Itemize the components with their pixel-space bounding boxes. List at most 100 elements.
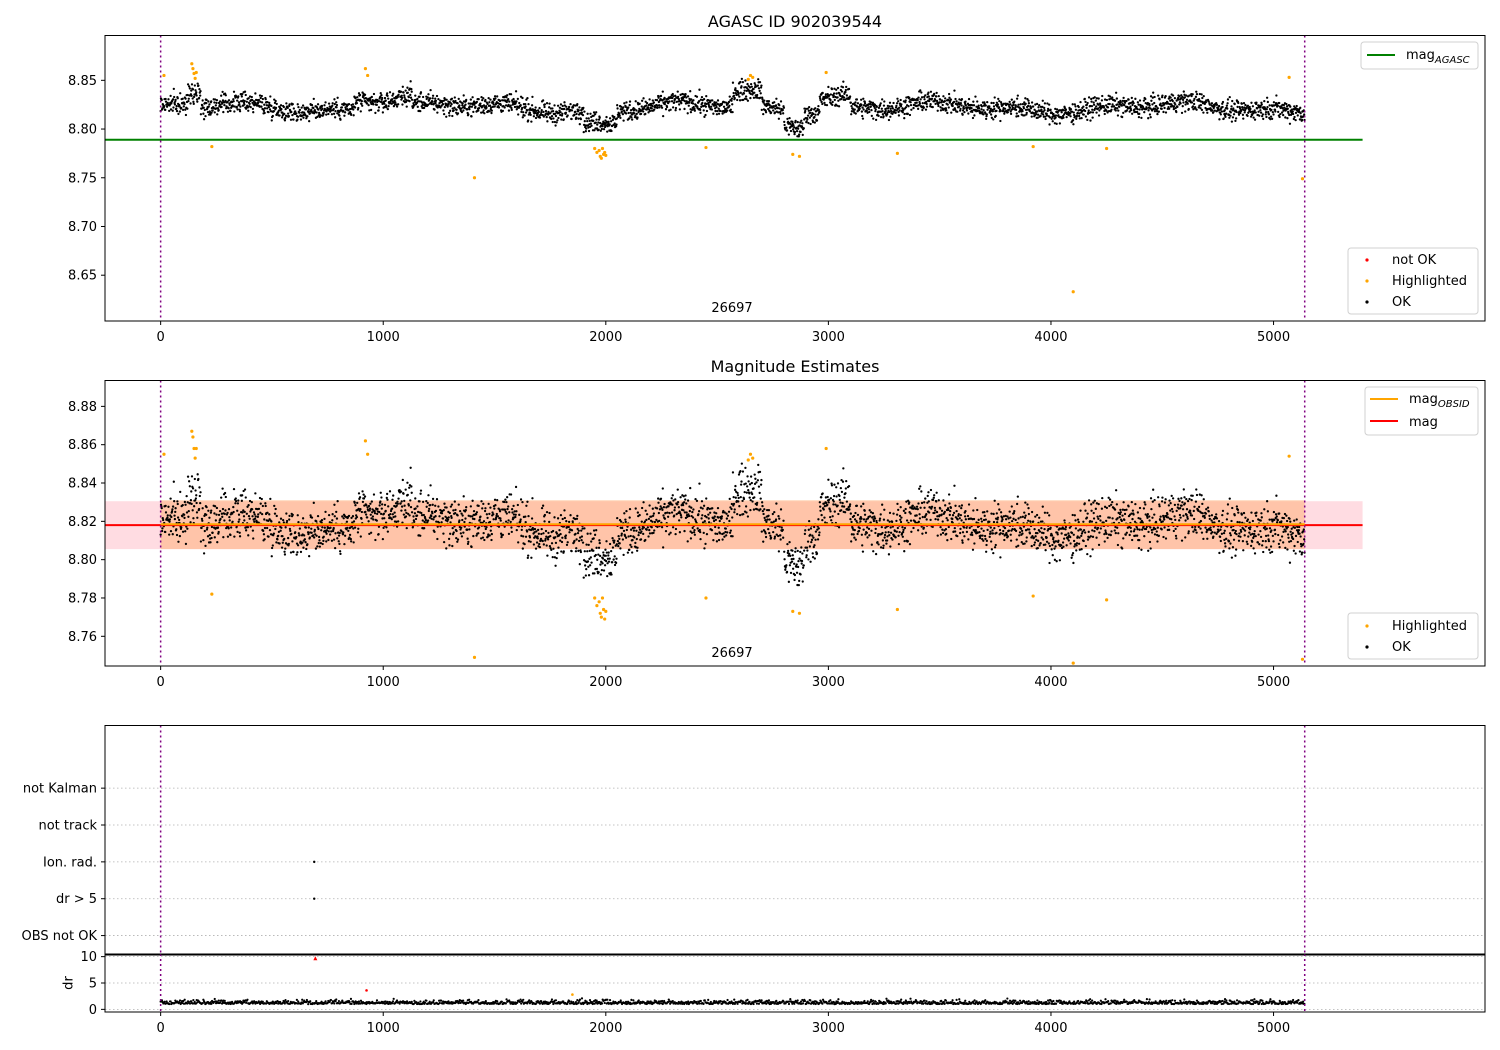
ok-point — [455, 529, 458, 533]
ok-point — [307, 532, 310, 536]
ok-point — [237, 101, 241, 104]
ok-point — [711, 99, 714, 102]
ok-point — [1106, 106, 1110, 109]
ok-point — [577, 109, 580, 112]
ok-point — [570, 117, 573, 121]
ok-point — [1151, 103, 1154, 106]
ok-point — [466, 537, 469, 540]
ok-point — [484, 98, 487, 102]
ok-point — [1121, 102, 1124, 105]
agasc-magnitude-panel: AGASC ID 902039544 26697 0 1000 2000 3000 40… — [68, 12, 1486, 345]
ok-point — [1155, 105, 1158, 108]
ok-point — [1199, 103, 1203, 107]
ok-point — [449, 109, 452, 112]
ok-point — [1182, 90, 1185, 93]
ok-point — [184, 108, 187, 111]
ok-point — [736, 494, 740, 497]
ok-point — [909, 103, 913, 107]
ok-point — [912, 106, 915, 110]
ok-point — [737, 496, 740, 500]
ok-point — [595, 567, 599, 571]
ok-point — [1299, 112, 1302, 115]
ok-point — [510, 508, 514, 511]
ok-point — [1069, 107, 1073, 111]
ok-point — [1048, 123, 1051, 126]
ok-point — [899, 105, 903, 108]
ok-point — [1181, 95, 1184, 99]
ok-point — [354, 504, 357, 507]
ok-point — [1054, 116, 1057, 119]
ok-point — [789, 122, 792, 126]
ok-point — [219, 517, 222, 521]
ok-point — [1070, 110, 1074, 113]
ok-point — [334, 110, 337, 113]
ok-point — [705, 533, 709, 536]
ok-point — [601, 557, 605, 560]
ok-point — [262, 533, 266, 536]
ok-point — [1187, 107, 1190, 111]
ok-point — [409, 93, 412, 97]
ok-point — [1008, 100, 1011, 103]
ok-point — [637, 533, 640, 537]
ok-point — [494, 504, 497, 507]
ok-point — [989, 109, 992, 112]
ok-point — [686, 515, 689, 518]
ok-point — [1286, 107, 1289, 110]
ok-point — [562, 118, 565, 121]
ok-point — [477, 526, 481, 529]
ok-point — [657, 94, 660, 98]
ok-point — [429, 97, 432, 100]
ok-point — [729, 108, 732, 111]
ok-point — [377, 106, 381, 109]
ok-point — [279, 104, 283, 107]
ok-point — [757, 87, 761, 90]
ok-point — [598, 541, 601, 545]
ok-point — [608, 123, 611, 126]
ok-point — [234, 497, 237, 500]
ok-point — [880, 107, 883, 110]
ok-point — [224, 495, 227, 499]
ok-point — [1171, 99, 1174, 103]
ok-point — [221, 102, 224, 105]
ok-point — [1161, 94, 1164, 97]
ok-point — [751, 500, 754, 503]
ok-point — [455, 108, 458, 111]
ok-point — [1027, 102, 1031, 105]
ok-point — [728, 104, 731, 107]
ok-point — [675, 513, 678, 516]
ok-point — [1045, 114, 1049, 117]
ok-point — [998, 99, 1001, 103]
ok-point — [1061, 114, 1065, 118]
ok-point — [567, 105, 571, 109]
ok-point — [1148, 104, 1151, 107]
ok-point — [420, 511, 423, 515]
ok-point — [431, 100, 434, 103]
ok-point — [385, 496, 388, 500]
ok-point — [723, 535, 726, 538]
ok-point — [1017, 114, 1020, 118]
ok-point — [368, 509, 371, 512]
ok-point — [288, 514, 291, 518]
ok-point — [553, 104, 556, 107]
ok-point — [181, 530, 185, 533]
ok-point — [449, 532, 452, 535]
ok-point — [204, 544, 207, 548]
ok-point — [619, 116, 622, 120]
ok-point — [438, 102, 441, 105]
ok-point — [1002, 102, 1006, 105]
ok-point — [475, 513, 478, 516]
ok-point — [414, 507, 417, 510]
ok-point — [477, 98, 480, 101]
ok-point — [353, 526, 357, 529]
ok-point — [1162, 110, 1165, 114]
ok-point — [284, 526, 287, 529]
ok-point — [958, 98, 961, 101]
ok-point — [748, 89, 751, 93]
ok-point — [586, 550, 589, 553]
ok-point — [1197, 106, 1200, 109]
ok-point — [657, 511, 661, 515]
ok-point — [315, 534, 318, 537]
ok-point — [302, 116, 305, 119]
ok-point — [405, 99, 408, 102]
ok-point — [335, 510, 338, 514]
